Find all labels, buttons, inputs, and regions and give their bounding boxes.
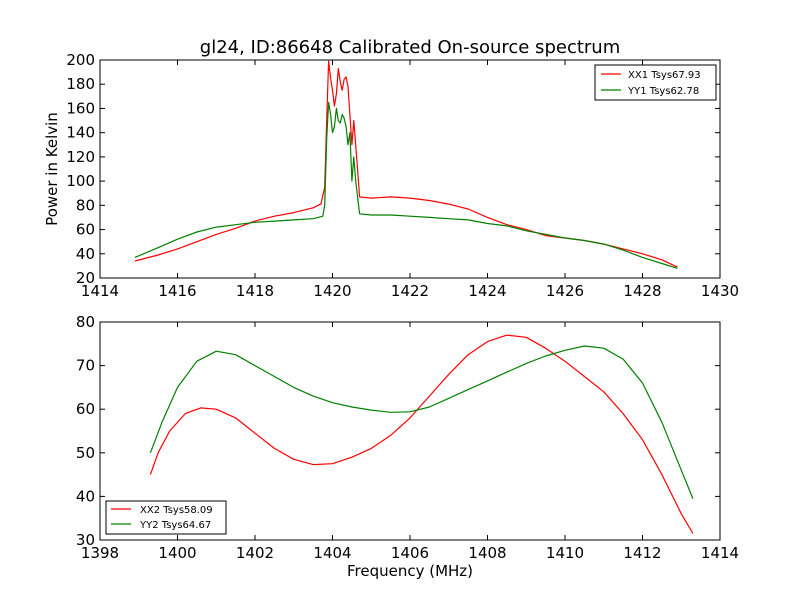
- bottom-plot-xticks: 1398 1400 1402 1404 1406 1408 1410 1412 1414: [81, 322, 739, 562]
- top-ytick-label: 80: [76, 196, 95, 214]
- bottom-ytick-label: 40: [76, 487, 95, 505]
- bottom-xtick-label: 1414: [701, 544, 739, 562]
- top-xtick-label: 1414: [81, 282, 119, 300]
- top-plot-lines: [134, 60, 678, 269]
- bottom-ytick-label: 60: [76, 400, 95, 418]
- bottom-xtick-label: 1402: [236, 544, 274, 562]
- top-legend-label-xx1: XX1 Tsys67.93: [628, 70, 701, 81]
- bottom-legend-label-xx2: XX2 Tsys58.09: [140, 505, 213, 516]
- top-ytick-label: 160: [66, 99, 95, 117]
- top-xtick-label: 1420: [313, 282, 351, 300]
- top-xtick-label: 1418: [236, 282, 274, 300]
- top-xtick-label: 1426: [546, 282, 584, 300]
- bottom-xtick-label: 1408: [468, 544, 506, 562]
- series-line-yy2: [149, 345, 694, 499]
- top-plot-ylabel: Power in Kelvin: [43, 112, 61, 226]
- top-ytick-label: 180: [66, 75, 95, 93]
- bottom-xtick-label: 1410: [546, 544, 584, 562]
- top-xtick-label: 1416: [158, 282, 196, 300]
- bottom-xtick-label: 1406: [391, 544, 429, 562]
- top-legend-box: [594, 64, 717, 101]
- top-ytick-label: 20: [76, 269, 95, 287]
- top-ytick-label: 140: [66, 124, 95, 142]
- bottom-xtick-label: 1398: [81, 544, 119, 562]
- top-ytick-label: 40: [76, 245, 95, 263]
- top-ytick-label: 100: [66, 172, 95, 190]
- top-plot-yticks: 20 40 60 80 100 120 140 160 180 200: [66, 51, 720, 287]
- bottom-plot-xlabel: Frequency (MHz): [347, 562, 473, 580]
- bottom-ytick-label: 50: [76, 444, 95, 462]
- top-xtick-label: 1422: [391, 282, 429, 300]
- bottom-plot-legend: XX2 Tsys58.09 YY2 Tsys64.67: [105, 500, 227, 535]
- top-xtick-label: 1424: [468, 282, 506, 300]
- bottom-ytick-label: 30: [76, 531, 95, 549]
- top-xtick-label: 1430: [701, 282, 739, 300]
- bottom-plot-lines: [149, 334, 694, 534]
- bottom-legend-label-yy2: YY2 Tsys64.67: [139, 520, 211, 531]
- top-ytick-label: 120: [66, 148, 95, 166]
- bottom-ytick-label: 80: [76, 313, 95, 331]
- bottom-xtick-label: 1400: [158, 544, 196, 562]
- top-legend-label-yy1: YY1 Tsys62.78: [627, 86, 699, 97]
- top-ytick-label: 200: [66, 51, 95, 69]
- series-line-xx2: [149, 334, 694, 534]
- bottom-plot: Frequency (MHz) 1398 1400 1402 1404 1406 1408…: [76, 313, 739, 580]
- top-ytick-label: 60: [76, 221, 95, 239]
- bottom-xtick-label: 1404: [313, 544, 351, 562]
- top-xtick-label: 1428: [623, 282, 661, 300]
- top-plot: gl24, ID:86648 Calibrated On-source spec…: [43, 37, 739, 300]
- top-plot-title: gl24, ID:86648 Calibrated On-source spec…: [200, 37, 620, 58]
- bottom-legend-box: [105, 500, 227, 535]
- bottom-ytick-label: 70: [76, 357, 95, 375]
- bottom-xtick-label: 1412: [623, 544, 661, 562]
- top-plot-xticks: 1414 1416 1418 1420 1422 1424 1426 1428 1430: [81, 60, 739, 300]
- bottom-plot-yticks: 30 40 50 60 70 80: [76, 313, 720, 549]
- series-line-yy1: [134, 101, 678, 269]
- top-plot-legend: XX1 Tsys67.93 YY1 Tsys62.78: [594, 64, 717, 101]
